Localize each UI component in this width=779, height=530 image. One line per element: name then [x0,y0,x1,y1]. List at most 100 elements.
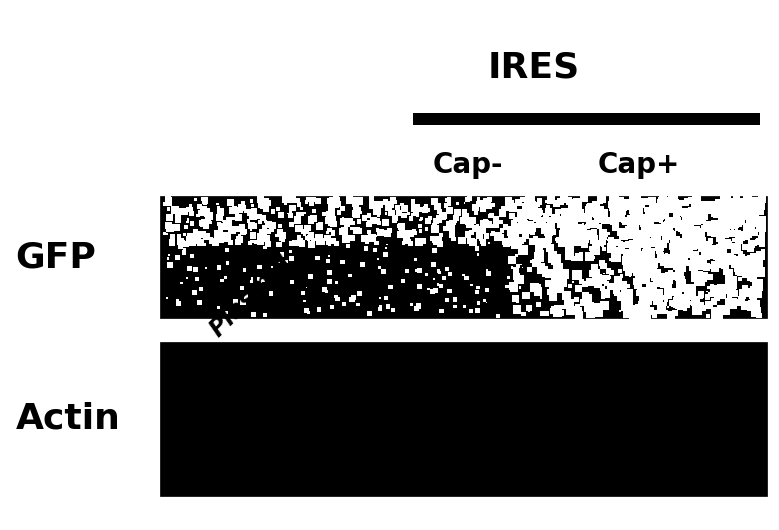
Point [514,214,527,223]
Point [214,226,227,234]
Point [615,202,628,210]
Point [691,248,703,256]
Point [428,275,440,283]
Point [626,263,639,271]
Point [323,252,335,260]
Point [675,279,688,288]
Point [604,273,616,282]
Point [573,311,586,320]
Point [158,229,171,238]
Point [458,199,471,207]
Point [541,227,554,236]
Point [607,202,619,211]
Point [584,310,597,319]
Point [570,271,583,279]
Point [549,280,562,288]
Point [720,268,732,276]
Point [478,296,491,305]
Point [723,211,735,220]
Point [714,287,727,296]
Point [628,199,640,208]
Point [411,266,423,275]
Point [464,236,477,245]
Point [756,247,769,255]
Point [540,238,552,247]
Point [708,287,721,296]
Point [615,248,628,256]
Point [429,217,442,225]
Point [358,214,371,223]
Point [411,268,424,277]
Point [667,298,679,307]
Point [545,196,557,204]
Point [751,281,763,289]
Point [666,272,679,280]
Point [666,242,679,251]
Point [560,238,573,247]
Point [689,204,702,213]
Point [326,303,339,312]
Point [703,207,715,215]
Point [629,236,642,244]
Point [577,298,590,307]
Point [611,246,623,255]
Point [621,217,633,226]
Point [595,205,608,214]
Point [429,202,442,211]
Point [622,262,634,270]
Point [626,229,639,237]
Point [262,217,274,226]
Point [651,290,664,298]
Point [426,288,439,296]
Point [406,207,418,215]
Point [722,229,735,237]
Point [628,310,640,318]
Point [363,211,375,220]
Point [331,295,344,303]
Point [178,249,190,257]
Point [337,300,350,308]
Point [222,235,234,244]
Point [609,290,622,299]
Bar [160,196,767,318]
Point [562,196,575,204]
Point [292,233,305,242]
Point [721,251,733,260]
Point [744,196,756,205]
Point [735,298,747,307]
Point [719,306,731,314]
Point [722,241,735,250]
Point [728,236,740,244]
Point [351,201,363,210]
Point [699,220,711,229]
Point [553,285,566,293]
Point [713,226,725,234]
Point [679,196,692,205]
Point [615,281,628,290]
Point [608,209,620,218]
Point [191,275,203,283]
Point [637,226,650,235]
Point [745,255,757,264]
Point [517,220,530,229]
Point [634,213,647,222]
Point [417,237,429,245]
Point [604,235,616,244]
Point [583,206,595,215]
Point [516,226,528,235]
Point [349,205,361,213]
Point [337,227,349,235]
Point [640,217,652,226]
Point [681,248,693,256]
Point [665,195,678,203]
Point [656,200,668,208]
Point [734,202,746,210]
Point [519,232,531,240]
Point [721,272,734,280]
Point [600,217,612,226]
Point [554,220,566,228]
Point [239,293,252,301]
Point [594,209,607,218]
Point [457,216,470,225]
Point [679,211,692,220]
